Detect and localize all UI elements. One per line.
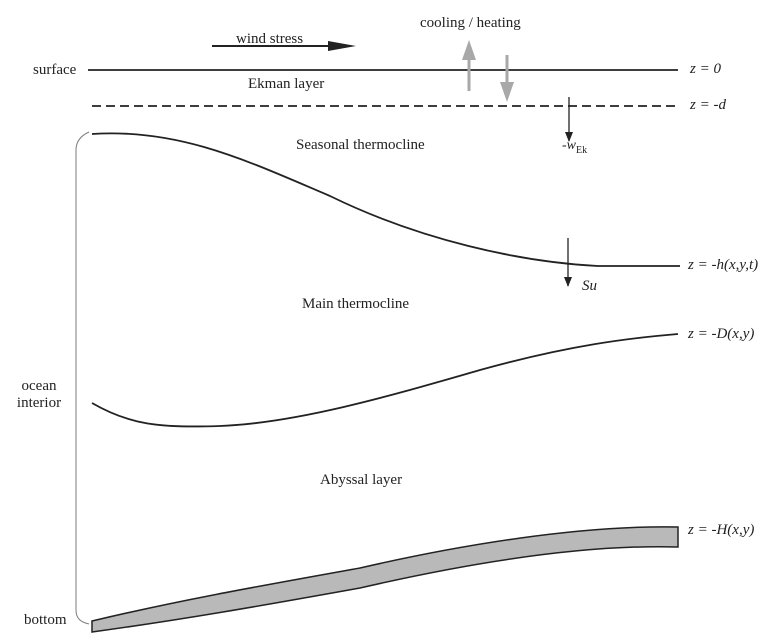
bottom-label: bottom — [24, 612, 67, 628]
ekman-pumping-label: -wEk — [562, 137, 587, 159]
z-minus-d-label: z = -d — [690, 97, 726, 113]
ekman-pumping-subscript: Ek — [576, 144, 588, 156]
ekman-layer-label: Ekman layer — [248, 76, 325, 92]
cooling-heating-arrows — [462, 40, 514, 102]
z-minus-h-label: z = -h(x,y,t) — [688, 257, 759, 273]
z-zero-label: z = 0 — [690, 61, 721, 77]
seafloor-band — [91, 526, 679, 633]
ekman-pumping-main: -w — [562, 138, 576, 153]
subduction-label: Su — [582, 278, 597, 294]
main-thermocline-curve — [91, 333, 679, 428]
ocean-interior-line-2: interior — [16, 395, 62, 411]
ocean-interior-bracket — [75, 131, 90, 625]
ocean-interior-line-1: ocean — [21, 378, 57, 394]
cooling-heating-label: cooling / heating — [420, 15, 521, 31]
abyssal-layer-label: Abyssal layer — [320, 472, 403, 488]
seasonal-thermocline-curve — [91, 132, 680, 267]
z-minus-H-label: z = -H(x,y) — [688, 522, 755, 538]
wind-stress-label: wind stress — [236, 31, 304, 47]
seasonal-thermocline-label: Seasonal thermocline — [296, 137, 425, 153]
main-thermocline-label: Main thermocline — [302, 296, 410, 312]
surface-label: surface — [33, 62, 77, 78]
ocean-interior-label: ocean interior — [10, 378, 68, 412]
heating-up-arrow — [462, 40, 476, 91]
z-minus-D-label: z = -D(x,y) — [688, 326, 755, 342]
wind-stress-arrow — [212, 41, 356, 51]
cooling-down-arrow — [500, 55, 514, 102]
